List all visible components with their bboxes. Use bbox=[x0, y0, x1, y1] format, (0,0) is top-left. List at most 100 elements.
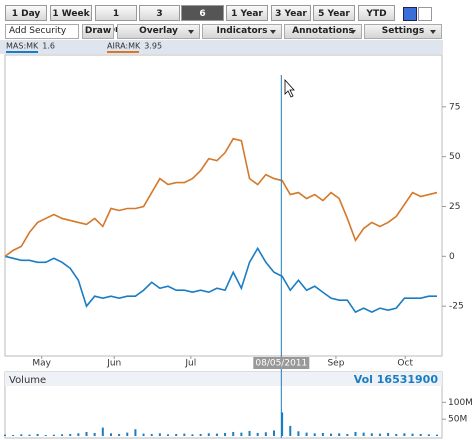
volume-bar bbox=[199, 433, 202, 436]
volume-bar bbox=[20, 434, 23, 436]
volume-bar bbox=[61, 434, 64, 436]
volume-bar bbox=[378, 433, 381, 436]
volume-bar bbox=[109, 433, 112, 436]
volume-bar bbox=[175, 433, 178, 436]
volume-bar bbox=[69, 433, 72, 436]
volume-bar bbox=[436, 434, 438, 436]
volume-bar bbox=[338, 433, 341, 436]
legend-value: 1.6 bbox=[42, 42, 55, 51]
volume-bar bbox=[142, 433, 145, 436]
volume-bar bbox=[289, 425, 292, 436]
range-button[interactable]: YTD bbox=[358, 5, 395, 21]
volume-readout: Vol 16531900 bbox=[354, 373, 439, 386]
y-tick-label: 75 bbox=[449, 102, 460, 112]
icon-white[interactable] bbox=[418, 7, 432, 21]
menu-button[interactable]: Draw bbox=[82, 24, 114, 39]
volume-bar bbox=[85, 431, 88, 436]
menu-button[interactable]: Annotations bbox=[284, 24, 362, 39]
x-tick-label: Jul bbox=[184, 359, 196, 369]
volume-bar bbox=[12, 434, 15, 436]
volume-bar bbox=[297, 431, 300, 436]
legend-name: MAS:MK bbox=[6, 42, 39, 51]
volume-bar bbox=[191, 434, 194, 436]
volume-bar bbox=[150, 433, 153, 436]
range-button[interactable]: 3 Year bbox=[271, 5, 311, 21]
volume-bar bbox=[256, 432, 259, 436]
volume-bar bbox=[224, 432, 227, 436]
dropdown-arrow bbox=[430, 30, 436, 34]
range-button[interactable]: 1 Month bbox=[95, 5, 137, 35]
y-tick-label: 50M bbox=[448, 415, 467, 425]
volume-bar bbox=[36, 433, 39, 436]
x-tick-label: Jun bbox=[106, 359, 121, 369]
volume-bar bbox=[330, 433, 333, 436]
volume-header bbox=[5, 372, 442, 386]
y-tick-label: -25 bbox=[449, 302, 464, 312]
volume-bar bbox=[272, 430, 275, 436]
volume-bar bbox=[305, 432, 308, 436]
volume-bar bbox=[118, 433, 121, 436]
volume-bar bbox=[158, 433, 161, 436]
volume-bar bbox=[321, 432, 324, 436]
range-button[interactable]: 1 Year bbox=[226, 5, 268, 21]
y-tick-label: 25 bbox=[449, 202, 460, 212]
menu-button[interactable]: Indicators bbox=[202, 24, 282, 39]
mouse-pointer bbox=[284, 78, 295, 98]
volume-bar bbox=[248, 430, 251, 436]
x-tick-label: May bbox=[32, 359, 51, 369]
dropdown-arrow bbox=[350, 30, 356, 34]
menu-button[interactable]: Settings bbox=[364, 24, 442, 39]
volume-bar bbox=[362, 432, 365, 436]
volume-bar bbox=[395, 433, 398, 436]
series-line bbox=[4, 137, 438, 257]
volume-bar bbox=[93, 432, 96, 436]
volume-bar bbox=[52, 434, 55, 436]
range-button[interactable]: 1 Week bbox=[50, 5, 92, 21]
dropdown-arrow bbox=[188, 30, 194, 34]
volume-bar bbox=[126, 432, 129, 436]
volume-bar bbox=[44, 434, 47, 436]
volume-bar bbox=[134, 429, 137, 436]
volume-bar bbox=[354, 431, 357, 436]
y-tick-label: 100M bbox=[448, 398, 473, 408]
volume-bar bbox=[167, 434, 170, 436]
volume-bar bbox=[411, 433, 414, 436]
cursor-label: 08/05/2011 bbox=[255, 359, 307, 369]
volume-bar bbox=[232, 431, 235, 436]
volume-bar bbox=[387, 432, 390, 436]
volume-bar bbox=[77, 433, 80, 436]
volume-bar bbox=[370, 433, 373, 436]
legend-name: AIRA:MK bbox=[107, 42, 141, 51]
series-line bbox=[4, 246, 437, 314]
volume-bar bbox=[427, 434, 430, 436]
dropdown-arrow bbox=[270, 30, 276, 34]
volume-title: Volume bbox=[9, 375, 46, 386]
volume-bar bbox=[264, 432, 267, 436]
search-input[interactable]: Add Security bbox=[5, 24, 79, 39]
volume-bar bbox=[4, 434, 6, 436]
volume-bar bbox=[281, 412, 284, 436]
range-button[interactable]: 5 Year bbox=[313, 5, 355, 21]
volume-bar bbox=[101, 427, 104, 436]
y-tick-label: 50 bbox=[449, 152, 461, 162]
volume-bar bbox=[240, 432, 243, 436]
price-panel bbox=[4, 54, 443, 357]
range-button[interactable]: 1 Day bbox=[5, 5, 47, 21]
legend-band bbox=[0, 40, 443, 54]
volume-bar bbox=[215, 433, 218, 436]
volume-bar bbox=[313, 433, 316, 436]
y-tick-label: 0 bbox=[449, 252, 455, 262]
menu-button[interactable]: Overlay bbox=[117, 24, 200, 39]
x-tick-label: Oct bbox=[397, 359, 413, 369]
volume-bar bbox=[28, 434, 31, 436]
volume-bar bbox=[346, 433, 349, 436]
volume-bar bbox=[183, 433, 186, 436]
x-tick-label: Sep bbox=[327, 359, 344, 369]
icon-blue[interactable] bbox=[403, 7, 417, 21]
volume-bar bbox=[207, 433, 210, 436]
legend-value: 3.95 bbox=[144, 42, 162, 51]
volume-bar bbox=[419, 433, 422, 436]
cursor-label-box bbox=[253, 357, 310, 369]
